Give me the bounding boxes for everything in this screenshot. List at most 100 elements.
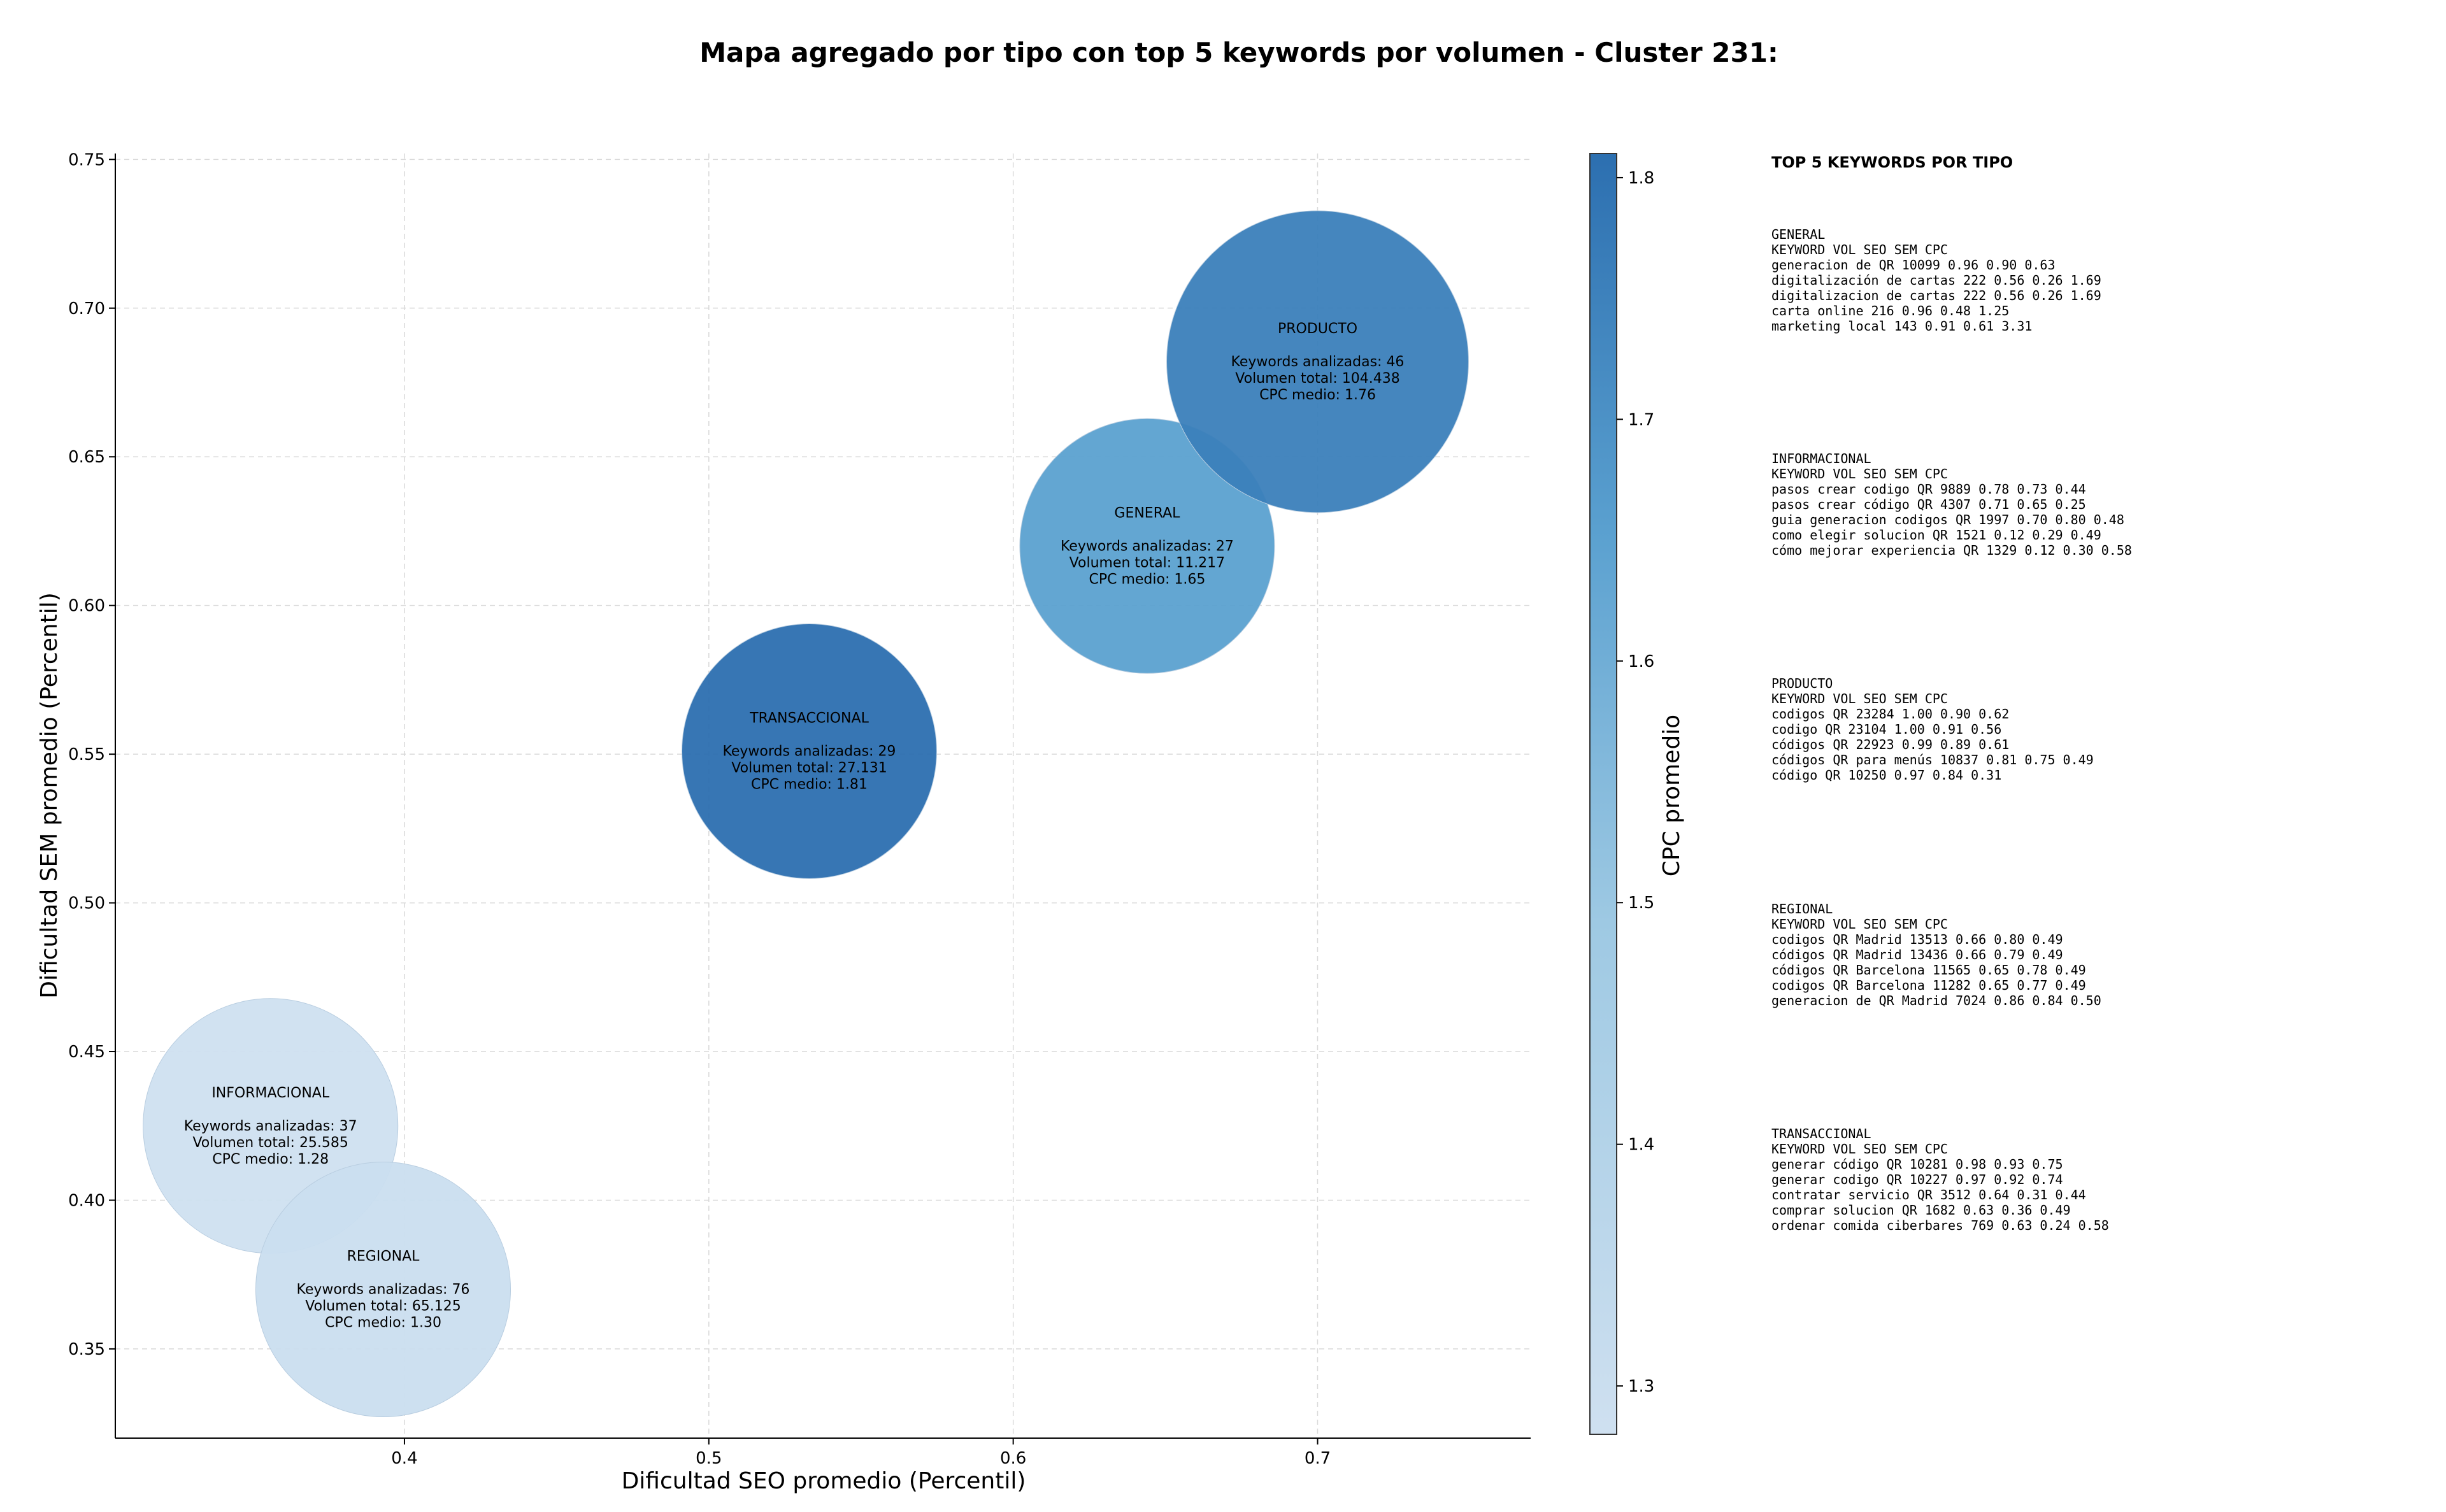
x-tick-label: 0.5 <box>696 1449 722 1468</box>
bubble-label-line: CPC medio: 1.65 <box>1089 571 1205 587</box>
table-line: generacion de QR 10099 0.96 0.90 0.63 <box>1771 257 2056 273</box>
bubble-regional <box>255 1162 511 1418</box>
table-line: carta online 216 0.96 0.48 1.25 <box>1771 303 2009 318</box>
keyword-table-general: GENERAL KEYWORD VOL SEO SEM CPC generacion… <box>1771 227 2101 334</box>
bubble-label-line: GENERAL <box>1114 505 1180 521</box>
bubble-transaccional <box>681 623 937 879</box>
table-line: códigos QR para menús 10837 0.81 0.75 0.… <box>1771 752 2094 767</box>
table-heading: INFORMACIONAL <box>1771 451 1871 466</box>
y-tick-label: 0.55 <box>68 745 105 764</box>
table-line: como elegir solucion QR 1521 0.12 0.29 0… <box>1771 527 2101 543</box>
table-line: generacion de QR Madrid 7024 0.86 0.84 0… <box>1771 993 2101 1008</box>
table-line: cómo mejorar experiencia QR 1329 0.12 0.… <box>1771 543 2132 558</box>
y-tick-label: 0.35 <box>68 1340 105 1359</box>
table-heading: REGIONAL <box>1771 901 1833 916</box>
bubble-label-line: CPC medio: 1.81 <box>751 776 868 792</box>
bubble-label-transaccional: TRANSACCIONAL Keywords analizadas: 29 Volu… <box>723 710 896 792</box>
bubble-label-regional: REGIONAL Keywords analizadas: 76 Volumen t… <box>297 1249 470 1331</box>
table-line: contratar servicio QR 3512 0.64 0.31 0.4… <box>1771 1187 2086 1202</box>
colorbar-tick-label: 1.6 <box>1628 652 1654 671</box>
bubble-general <box>1019 418 1275 674</box>
table-line: pasos crear codigo QR 9889 0.78 0.73 0.4… <box>1771 481 2086 497</box>
table-line: códigos QR Madrid 13436 0.66 0.79 0.49 <box>1771 947 2063 962</box>
table-line: pasos crear código QR 4307 0.71 0.65 0.2… <box>1771 497 2086 512</box>
table-line: generar codigo QR 10227 0.97 0.92 0.74 <box>1771 1172 2063 1187</box>
table-line: KEYWORD VOL SEO SEM CPC <box>1771 691 1948 706</box>
table-line: códigos QR Barcelona 11565 0.65 0.78 0.4… <box>1771 962 2086 978</box>
table-line: digitalización de cartas 222 0.56 0.26 1… <box>1771 273 2101 288</box>
bubble-label-line: Keywords analizadas: 46 <box>1231 354 1405 370</box>
x-tick-label: 0.7 <box>1305 1449 1331 1468</box>
bubble-label-line: INFORMACIONAL <box>211 1085 330 1101</box>
bubble-label-informacional: INFORMACIONAL Keywords analizadas: 37 Volu… <box>184 1085 357 1167</box>
colorbar-tick-label: 1.3 <box>1628 1377 1654 1396</box>
bubble-label-line: REGIONAL <box>347 1249 420 1265</box>
keyword-table-informacional: INFORMACIONAL KEYWORD VOL SEO SEM CPC paso… <box>1771 451 2132 558</box>
bubble-label-line: Keywords analizadas: 29 <box>723 743 896 759</box>
colorbar-tick-label: 1.7 <box>1628 410 1654 429</box>
table-line: digitalizacion de cartas 222 0.56 0.26 1… <box>1771 288 2101 303</box>
x-axis-label: Dificultad SEO promedio (Percentil) <box>622 1468 1026 1494</box>
bubble-label-line: Volumen total: 11.217 <box>1069 555 1225 571</box>
bubble-label-line: Volumen total: 27.131 <box>731 760 887 776</box>
chart-title: Mapa agregado por tipo con top 5 keyword… <box>699 37 1778 68</box>
table-heading: PRODUCTO <box>1771 676 1833 691</box>
bubble-label-line: Keywords analizadas: 37 <box>184 1118 357 1134</box>
colorbar-tick-label: 1.4 <box>1628 1136 1654 1155</box>
bubble-label-line: PRODUCTO <box>1278 321 1357 337</box>
x-tick-label: 0.6 <box>1000 1449 1026 1468</box>
bubble-label-general: GENERAL Keywords analizadas: 27 Volumen to… <box>1061 505 1234 587</box>
colorbar-tick-label: 1.8 <box>1628 169 1654 188</box>
table-line: codigos QR Madrid 13513 0.66 0.80 0.49 <box>1771 932 2063 947</box>
table-line: KEYWORD VOL SEO SEM CPC <box>1771 1141 1948 1157</box>
table-line: KEYWORD VOL SEO SEM CPC <box>1771 466 1948 481</box>
bubble-label-line: CPC medio: 1.30 <box>325 1315 441 1331</box>
side-panel-title: TOP 5 KEYWORDS POR TIPO <box>1771 153 2013 171</box>
bubble-label-line: Volumen total: 65.125 <box>305 1299 461 1315</box>
bubbles <box>143 210 1470 1418</box>
y-tick-label: 0.65 <box>68 448 105 467</box>
axes: 0.4 0.5 0.6 0.7 0.35 0.40 0.45 0.50 0.55 0.60 0.65… <box>68 150 1531 1468</box>
table-line: comprar solucion QR 1682 0.63 0.36 0.49 <box>1771 1202 2071 1218</box>
keyword-table-producto: PRODUCTO KEYWORD VOL SEO SEM CPC codigos Q… <box>1771 676 2094 783</box>
table-line: marketing local 143 0.91 0.61 3.31 <box>1771 318 2032 334</box>
bubble-label-line: CPC medio: 1.76 <box>1259 387 1376 403</box>
y-tick-label: 0.60 <box>68 597 105 616</box>
y-tick-label: 0.70 <box>68 299 105 318</box>
colorbar-gradient <box>1589 153 1617 1435</box>
keyword-table-regional: REGIONAL KEYWORD VOL SEO SEM CPC codigos Q… <box>1771 901 2101 1008</box>
bubble-label-line: Volumen total: 104.438 <box>1235 371 1399 387</box>
table-line: codigos QR 23284 1.00 0.90 0.62 <box>1771 706 2009 722</box>
bubble-labels: INFORMACIONAL Keywords analizadas: 37 Volu… <box>184 321 1405 1331</box>
y-tick-label: 0.40 <box>68 1191 105 1210</box>
x-tick-label: 0.4 <box>391 1449 417 1468</box>
table-line: generar código QR 10281 0.98 0.93 0.75 <box>1771 1157 2063 1172</box>
table-line: codigos QR Barcelona 11282 0.65 0.77 0.4… <box>1771 978 2086 993</box>
table-heading: GENERAL <box>1771 227 1825 242</box>
keyword-table-transaccional: TRANSACCIONAL KEYWORD VOL SEO SEM CPC gene… <box>1771 1126 2109 1233</box>
y-tick-label: 0.50 <box>68 894 105 913</box>
bubble-label-line: Keywords analizadas: 76 <box>297 1282 470 1298</box>
table-line: ordenar comida ciberbares 769 0.63 0.24 … <box>1771 1218 2109 1233</box>
y-tick-label: 0.45 <box>68 1043 105 1062</box>
bubble-label-line: Keywords analizadas: 27 <box>1061 538 1234 554</box>
colorbar-tick-label: 1.5 <box>1628 894 1654 913</box>
y-axis-label: Dificultad SEM promedio (Percentil) <box>36 592 62 999</box>
colorbar: 1.3 1.4 1.5 1.6 1.7 1.8 <box>1589 153 1654 1435</box>
bubble-label-line: Volumen total: 25.585 <box>192 1135 348 1151</box>
bubble-label-line: TRANSACCIONAL <box>749 710 869 726</box>
bubble-label-line: CPC medio: 1.28 <box>212 1152 329 1167</box>
bubble-label-producto: PRODUCTO Keywords analizadas: 46 Volumen t… <box>1231 321 1405 403</box>
side-panel-tables: GENERAL KEYWORD VOL SEO SEM CPC generacion… <box>1771 227 2132 1233</box>
table-line: códigos QR 22923 0.99 0.89 0.61 <box>1771 737 2009 752</box>
table-line: codigo QR 23104 1.00 0.91 0.56 <box>1771 722 2001 737</box>
table-line: KEYWORD VOL SEO SEM CPC <box>1771 916 1948 932</box>
table-line: guia generacion codigos QR 1997 0.70 0.8… <box>1771 512 2124 527</box>
y-tick-label: 0.75 <box>68 150 105 169</box>
bubble-producto <box>1166 210 1470 513</box>
colorbar-label: CPC promedio <box>1659 715 1685 876</box>
table-line: KEYWORD VOL SEO SEM CPC <box>1771 242 1948 257</box>
table-heading: TRANSACCIONAL <box>1771 1126 1871 1141</box>
table-line: código QR 10250 0.97 0.84 0.31 <box>1771 767 2001 783</box>
